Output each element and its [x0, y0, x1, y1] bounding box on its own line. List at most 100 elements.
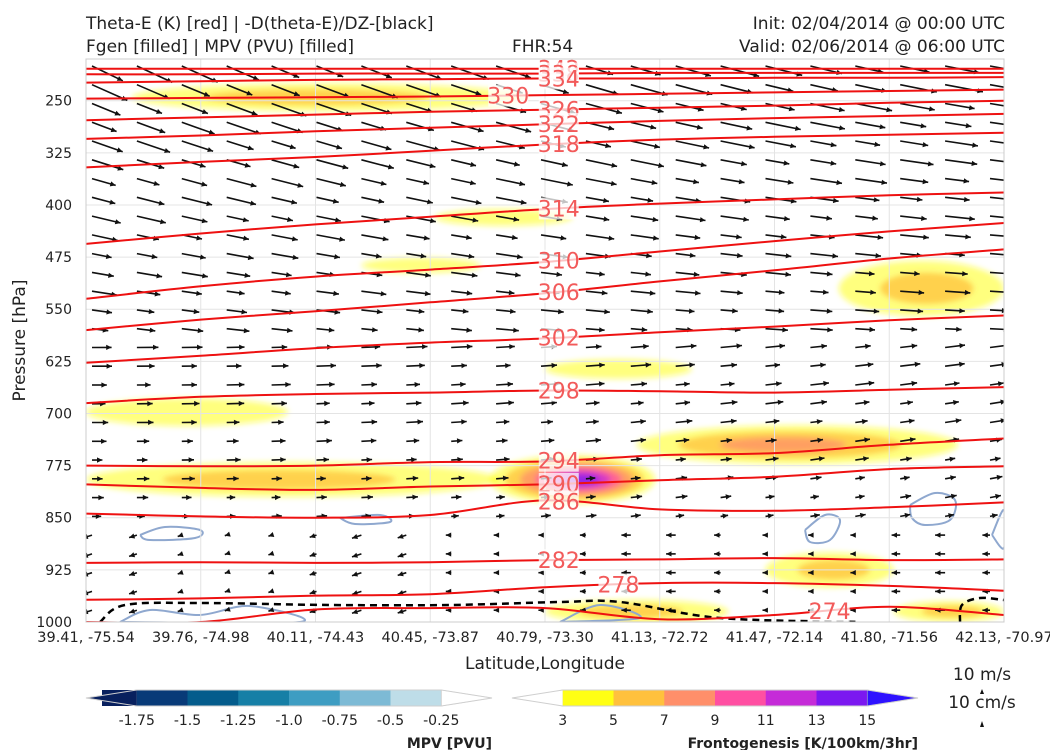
wind-vector-head — [955, 418, 962, 424]
wind-vector-head — [284, 290, 291, 296]
wind-vector-head — [268, 607, 275, 612]
wind-vector-head — [187, 438, 193, 444]
wind-vector-head — [994, 456, 1001, 462]
wind-vector-head — [651, 179, 658, 185]
wind-vector-head — [143, 476, 150, 482]
wind-vector-head — [197, 327, 204, 334]
wind-vector-head — [1023, 70, 1029, 75]
wind-vector-head — [456, 438, 463, 444]
wind-vector-head — [280, 438, 286, 444]
mpv-colorbar-swatch-6 — [390, 690, 442, 706]
wind-vector-head — [201, 181, 208, 187]
wind-vector-head — [923, 234, 929, 240]
wind-vector-head — [352, 552, 358, 558]
wind-vector-head — [873, 197, 880, 203]
wind-vector-head — [621, 607, 627, 613]
wind-vector-head — [605, 143, 611, 149]
wind-vector-head — [861, 419, 868, 425]
wind-vector — [181, 121, 215, 135]
wind-vector — [136, 140, 171, 153]
wind-vector-head — [106, 344, 112, 350]
wind-vector-head — [274, 494, 281, 501]
wind-vector-head — [703, 144, 710, 150]
wind-vector-head — [643, 343, 649, 350]
wind-vector-head — [714, 532, 720, 538]
wind-vector-head — [292, 254, 299, 260]
wind-vector-head — [608, 125, 615, 131]
wind-vector-head — [412, 494, 418, 500]
wind-vector — [989, 121, 1004, 126]
wind-vector-head — [475, 90, 482, 96]
wind-vector-head — [736, 234, 742, 240]
wind-vector-head — [352, 590, 358, 596]
wind-vector-head — [638, 400, 644, 406]
wind-vector-head — [508, 290, 515, 296]
wind-vector-head — [686, 418, 693, 424]
wind-vector-head — [736, 252, 743, 259]
wind-vector-head — [109, 199, 116, 205]
wind-vector-head — [826, 308, 833, 314]
wind-vector-head — [291, 199, 297, 205]
wind-vector-head — [689, 252, 696, 258]
theta-e-label-282: 282 — [538, 549, 580, 574]
wind-vector-head — [129, 589, 136, 595]
wind-vector-head — [859, 512, 866, 518]
wind-vector — [989, 215, 1004, 219]
wind-vector-head — [1000, 399, 1004, 405]
wind-vector-head — [826, 271, 833, 277]
wind-vector-head — [903, 475, 910, 481]
wind-vector-head — [475, 199, 482, 205]
wind-vector-head — [98, 495, 104, 501]
wind-vector-head — [603, 197, 609, 203]
wind-vector-head — [640, 437, 646, 443]
wind-vector-head — [445, 607, 452, 613]
wind-vector-head — [965, 123, 972, 129]
wind-vector-head — [603, 216, 610, 222]
wind-vector-head — [935, 532, 941, 538]
wind-vector-head — [714, 570, 720, 576]
wind-vector-head — [646, 253, 652, 259]
wind-vector-head — [278, 419, 284, 425]
wind-vector-head — [148, 309, 155, 315]
theta-e-label-bg — [538, 449, 579, 472]
wind-vector-head — [371, 419, 378, 425]
wind-vector-head — [380, 291, 387, 297]
wind-vector-head — [601, 290, 608, 296]
wind-vector-head — [281, 344, 288, 350]
wind-vector-head — [808, 588, 814, 594]
wind-vector-head — [238, 382, 245, 388]
wind-vector-head — [418, 308, 425, 314]
wind-vector-head — [243, 235, 249, 241]
wind-vector-head — [419, 363, 425, 369]
wind-vector-head — [877, 234, 884, 240]
wind-vector-head — [589, 475, 596, 481]
wind-vector-head — [177, 607, 184, 613]
wind-reference-arrow — [980, 721, 984, 727]
wind-vector-head — [339, 236, 345, 242]
wind-vector-head — [694, 234, 701, 240]
wind-vector-head — [579, 588, 586, 594]
wind-vector-head — [520, 199, 527, 205]
wind-vector-head — [997, 381, 1004, 387]
wind-vector-head — [1015, 123, 1021, 128]
wind-vector-head — [177, 551, 184, 556]
wind-vector — [989, 234, 1004, 237]
wind-vector-head — [376, 309, 383, 315]
wind-vector-head — [194, 400, 200, 407]
wind-vector-head — [790, 198, 797, 204]
wind-vector-head — [611, 162, 618, 168]
wind-vector-head — [738, 179, 745, 185]
wind-vector-head — [830, 142, 837, 148]
wind-vector-head — [1012, 160, 1018, 165]
wind-vector-head — [191, 363, 197, 369]
theta-e-label-bg — [538, 112, 579, 135]
wind-vector-head — [199, 162, 206, 168]
wind-vector-head — [1019, 143, 1025, 148]
wind-vector-head — [159, 128, 166, 134]
wind-vector-head — [268, 588, 275, 594]
wind-vector-head — [309, 533, 316, 539]
wind-vector — [989, 363, 1004, 367]
theta-e-label-bg — [538, 326, 579, 349]
wind-vector-head — [158, 200, 165, 206]
